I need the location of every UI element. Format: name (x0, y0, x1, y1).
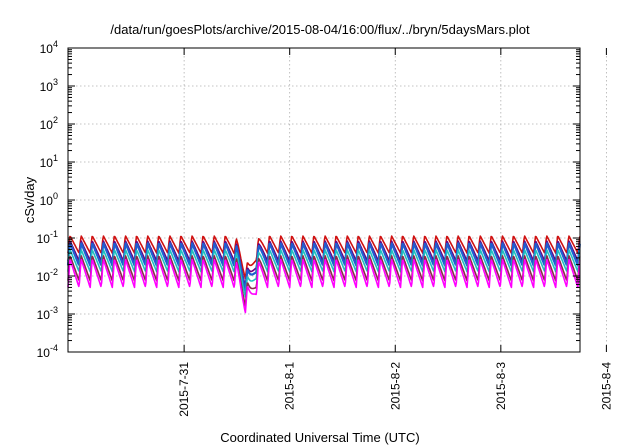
chart-title: /data/run/goesPlots/archive/2015-08-04/1… (110, 22, 530, 37)
y-tick-label: 10-1 (37, 229, 58, 246)
y-tick-label: 100 (40, 191, 58, 208)
x-tick-label: 2015-8-1 (283, 362, 297, 410)
y-tick-label: 104 (40, 39, 58, 56)
y-tick-label: 103 (40, 77, 58, 94)
x-tick-label: 2015-8-2 (388, 362, 402, 410)
series-lines (66, 235, 581, 314)
y-tick-label: 10-3 (37, 305, 58, 322)
y-tick-label: 10-2 (37, 267, 58, 284)
y-axis-label: cSv/day (22, 176, 37, 223)
tick-marks (68, 47, 607, 353)
y-tick-labels: 10-4 10-3 10-2 10-1 100 101 102 103 104 (37, 39, 58, 360)
x-tick-labels: 2015-7-31 2015-8-1 2015-8-2 2015-8-3 2015-8-… (177, 362, 613, 417)
x-tick-label: 2015-7-31 (177, 362, 191, 417)
x-axis-label: Coordinated Universal Time (UTC) (220, 430, 419, 445)
x-tick-label: 2015-8-4 (599, 362, 613, 410)
y-tick-label: 10-4 (37, 343, 58, 360)
x-tick-label: 2015-8-3 (494, 362, 508, 410)
series-line (67, 258, 581, 314)
y-tick-label: 102 (40, 115, 58, 132)
y-tick-label: 101 (40, 153, 58, 170)
